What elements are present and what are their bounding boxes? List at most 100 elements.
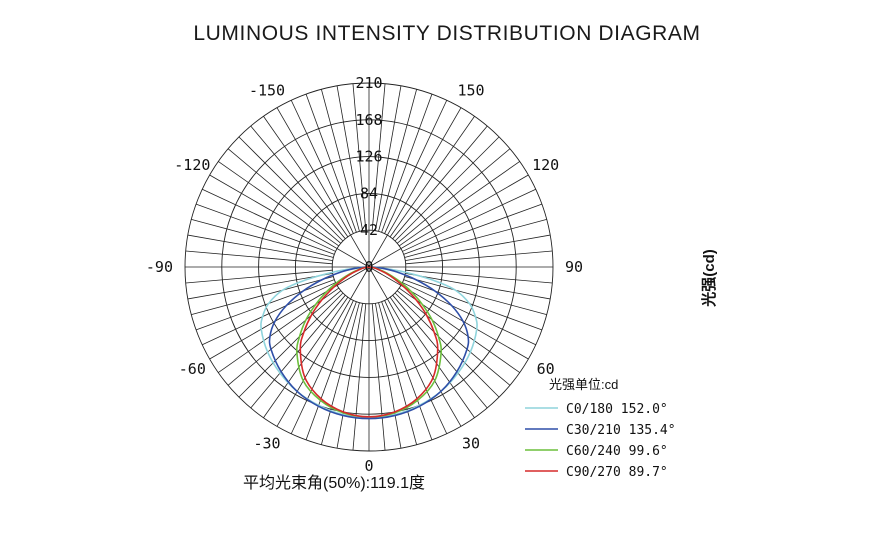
grid-spoke xyxy=(398,161,520,247)
grid-spoke xyxy=(405,269,553,284)
angle-label: 150 xyxy=(457,81,484,99)
grid-spoke xyxy=(185,269,333,284)
grid-spoke xyxy=(187,234,333,262)
legend: 光强单位:cd C0/180 152.0° C30/210 135.4° C60/24… xyxy=(525,377,676,480)
grid-spoke xyxy=(305,93,357,233)
radial-tick-label: 84 xyxy=(360,184,378,202)
grid-spoke xyxy=(250,294,346,409)
grid-spoke xyxy=(336,303,364,449)
grid-spoke xyxy=(305,301,357,441)
angle-label: -120 xyxy=(174,156,210,174)
axis-labels: 0 42 84 126 168 210 -150 150 -120 120 -90 90 -60 60 -3… xyxy=(146,74,583,475)
grid-spoke xyxy=(405,272,551,300)
radial-tick-label: 0 xyxy=(364,258,373,276)
angle-label: 90 xyxy=(565,258,583,276)
angle-label: 30 xyxy=(462,435,480,453)
legend-entry: C90/270 89.7° xyxy=(566,465,668,480)
series-curve-3 xyxy=(299,266,439,418)
grid-spoke xyxy=(378,89,418,232)
grid-spoke xyxy=(384,100,448,234)
legend-entry: C0/180 152.0° xyxy=(566,402,668,417)
grid-spoke xyxy=(396,290,511,386)
grid-spoke xyxy=(218,287,340,373)
legend-entry: C30/210 135.4° xyxy=(566,423,676,438)
grid-spoke xyxy=(352,303,367,451)
grid-spoke xyxy=(405,234,551,262)
grid-spoke xyxy=(238,292,344,398)
angle-label: 120 xyxy=(532,156,559,174)
grid-spoke xyxy=(238,136,344,242)
grid-spoke xyxy=(398,287,520,373)
grid-spoke xyxy=(185,250,333,265)
grid-spoke xyxy=(368,266,529,360)
grid-spoke xyxy=(263,116,349,238)
grid-spoke xyxy=(396,148,511,244)
grid-spoke xyxy=(405,250,553,265)
grid-spoke xyxy=(202,282,336,346)
grid-spoke xyxy=(195,279,335,331)
grid-spoke xyxy=(371,83,386,231)
grid-spoke xyxy=(191,276,334,316)
beam-angle-label: 平均光束角(50%):119.1度 xyxy=(243,474,425,492)
grid-spoke xyxy=(374,85,402,231)
grid-spoke xyxy=(227,148,342,244)
grid-spoke xyxy=(250,125,346,240)
chart-title: LUMINOUS INTENSITY DISTRIBUTION DIAGRAM xyxy=(193,22,701,45)
grid-spoke xyxy=(402,188,536,252)
grid-spoke xyxy=(195,203,335,255)
grid-spoke xyxy=(378,302,418,445)
grid-spoke xyxy=(368,107,462,268)
grid-spoke xyxy=(381,301,433,441)
legend-entry: C60/240 99.6° xyxy=(566,444,668,459)
legend-title: 光强单位:cd xyxy=(549,377,618,392)
radial-tick-label: 210 xyxy=(355,74,382,92)
grid-spoke xyxy=(371,303,386,451)
angle-label: -60 xyxy=(179,360,206,378)
grid-spoke xyxy=(209,266,370,360)
grid-spoke xyxy=(384,300,448,434)
series-curves xyxy=(260,266,478,420)
grid-spoke xyxy=(191,218,334,258)
grid-spoke xyxy=(290,100,354,234)
polar-grid xyxy=(184,82,554,452)
angle-label: -90 xyxy=(146,258,173,276)
grid-spoke xyxy=(404,276,547,316)
grid-spoke xyxy=(336,85,364,231)
angle-label: 0 xyxy=(364,457,373,475)
grid-spoke xyxy=(368,174,529,268)
grid-spoke xyxy=(320,89,360,232)
grid-spoke xyxy=(352,83,367,231)
radial-tick-label: 168 xyxy=(355,111,382,129)
radial-tick-label: 42 xyxy=(360,221,378,239)
angle-label: -150 xyxy=(249,81,285,99)
grid-spoke xyxy=(276,266,370,427)
grid-spoke xyxy=(404,218,547,258)
grid-spoke xyxy=(227,290,342,386)
angle-label: 60 xyxy=(537,360,555,378)
angle-label: -30 xyxy=(253,435,280,453)
grid-spoke xyxy=(389,296,475,418)
series-curve-1 xyxy=(268,266,470,420)
grid-spoke xyxy=(381,93,433,233)
grid-spoke xyxy=(218,161,340,247)
grid-spoke xyxy=(209,174,370,268)
grid-spoke xyxy=(290,300,354,434)
grid-spoke xyxy=(403,203,543,255)
grid-spoke xyxy=(394,292,500,398)
series-curve-0 xyxy=(260,266,478,419)
grid-spoke xyxy=(263,296,349,418)
unit-side-label: 光强(cd) xyxy=(700,249,718,308)
grid-spoke xyxy=(276,107,370,268)
grid-spoke xyxy=(320,302,360,445)
grid-spoke xyxy=(402,282,536,346)
grid-spoke xyxy=(392,294,488,409)
grid-spoke xyxy=(187,272,333,300)
grid-spoke xyxy=(368,266,462,427)
grid-spoke xyxy=(374,303,402,449)
grid-spoke xyxy=(394,136,500,242)
grid-spoke xyxy=(202,188,336,252)
grid-spoke xyxy=(403,279,543,331)
grid-spoke xyxy=(389,116,475,238)
radial-tick-label: 126 xyxy=(355,148,382,166)
